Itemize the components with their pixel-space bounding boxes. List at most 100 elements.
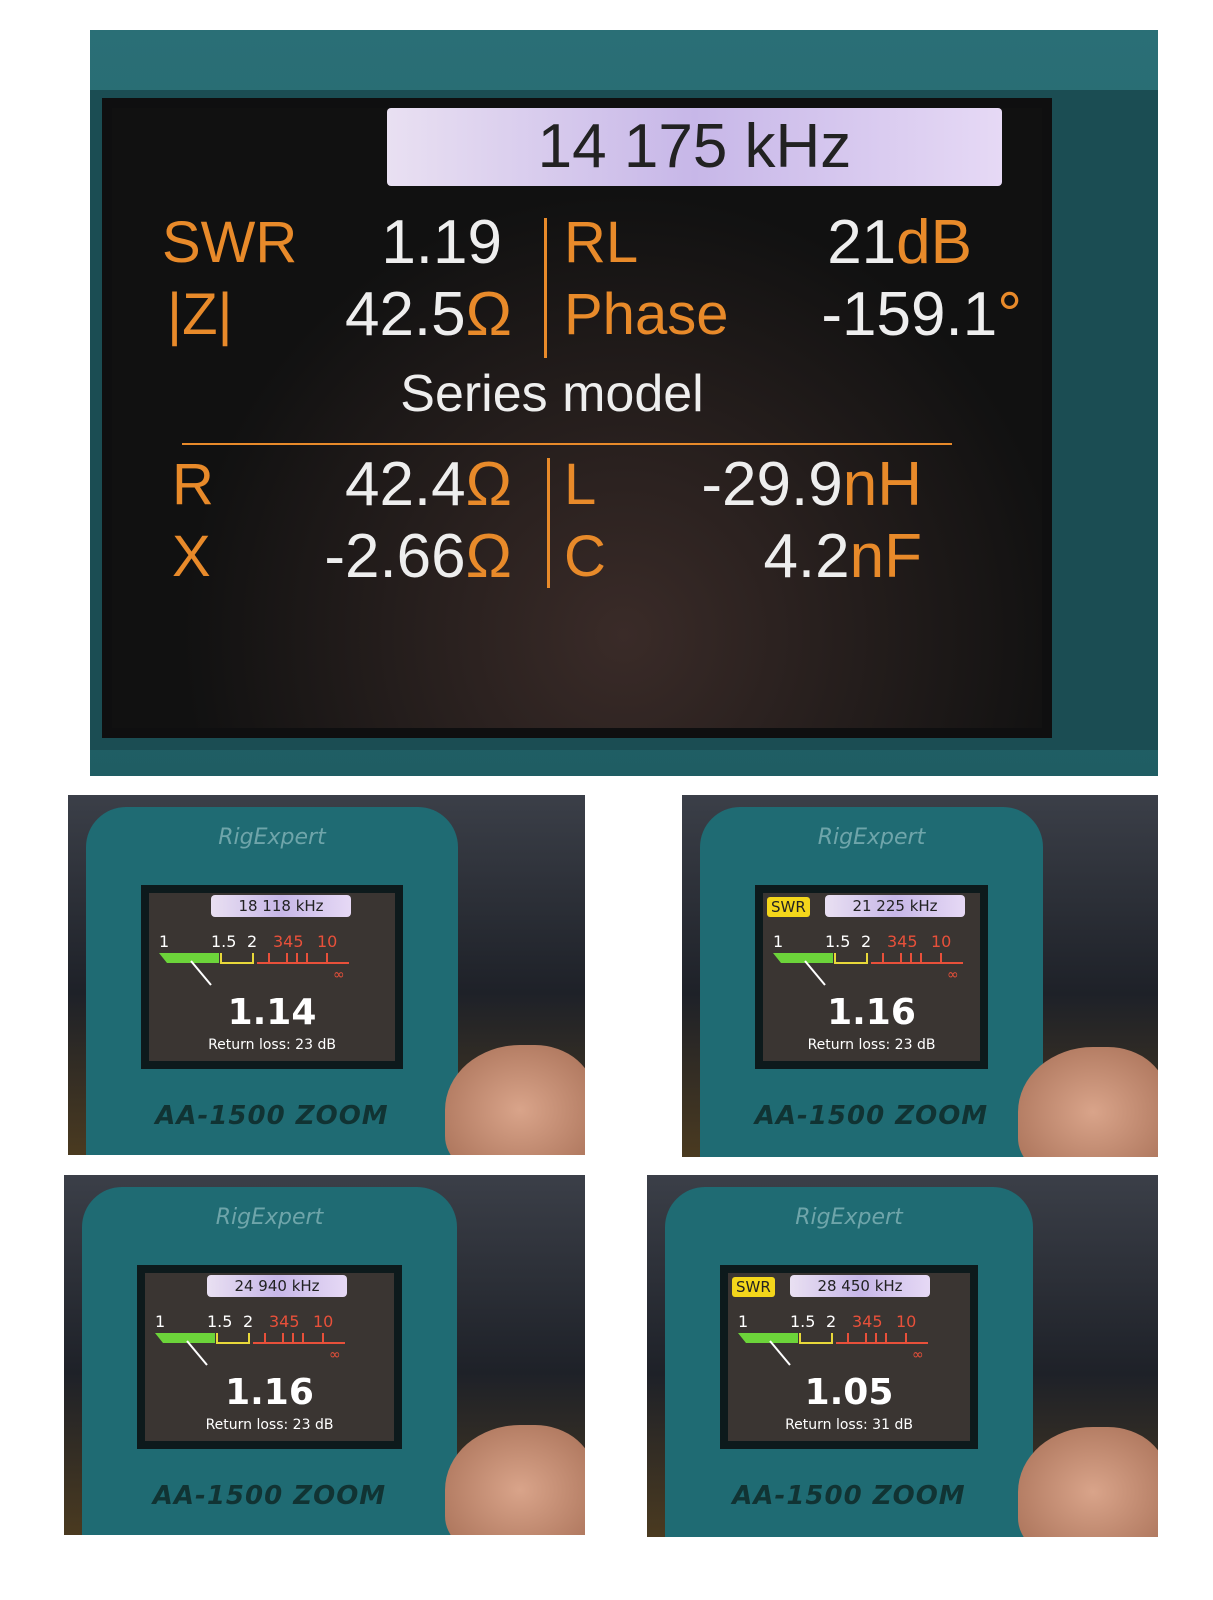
separator	[182, 443, 952, 445]
scale-label-1: 1	[159, 932, 169, 951]
scale-label-1: 1	[738, 1312, 748, 1331]
swr-badge: SWR	[767, 897, 810, 917]
swr-value: 1.05	[804, 1372, 894, 1413]
return-loss: Return loss: 23 dB	[208, 1037, 336, 1053]
scale-label-1: 1	[155, 1312, 165, 1331]
scale-label-10: 10	[317, 932, 337, 951]
divider	[547, 458, 550, 588]
c-unit: nF	[849, 522, 922, 591]
model-name: AA-1500 ZOOM	[732, 1481, 966, 1511]
analyzer-case: RigExpert SWR 28 450 kHz 1 1.5 2 345 10 …	[665, 1187, 1033, 1537]
c-value: 4.2	[763, 522, 850, 591]
rl-label: RL	[564, 210, 639, 275]
thumb	[1018, 1427, 1158, 1537]
scale-label-10: 10	[931, 932, 951, 951]
rl-value: 21	[827, 208, 897, 277]
needle	[769, 1340, 791, 1366]
brand-logo: RigExpert	[817, 825, 926, 850]
analyzer-photo: RigExpert SWR 21 225 kHz 1 1.5 2 345 10 …	[682, 795, 1158, 1157]
yellow-zone	[834, 953, 868, 964]
brand-logo: RigExpert	[215, 1205, 324, 1230]
analyzer-photo: RigExpert SWR 28 450 kHz 1 1.5 2 345 10 …	[647, 1175, 1158, 1537]
thumb	[1018, 1047, 1158, 1157]
z-value: 42.5	[344, 280, 466, 349]
x-unit: Ω	[465, 522, 512, 591]
needle	[804, 960, 826, 986]
scale-label-infinity: ∞	[329, 1347, 341, 1363]
red-zone	[836, 1333, 928, 1344]
analyzer-case: RigExpert 24 940 kHz 1 1.5 2 345 10 ∞ 1.…	[82, 1187, 457, 1535]
main-analyzer-photo: 14 175 kHz SWR 1.19 RL 21dB |Z| 42.5Ω Ph…	[90, 30, 1158, 776]
brand-logo: RigExpert	[795, 1205, 903, 1230]
frequency-bar: 21 225 kHz	[825, 895, 965, 917]
green-zone	[155, 1333, 215, 1343]
l-value: -29.9	[701, 450, 843, 519]
phase-value: -159.1	[821, 280, 998, 349]
swr-value: 1.19	[381, 208, 502, 277]
frequency-bar: 24 940 kHz	[207, 1275, 347, 1297]
red-zone	[871, 953, 963, 964]
red-zone	[253, 1333, 345, 1344]
divider	[544, 218, 547, 358]
return-loss: Return loss: 31 dB	[785, 1417, 913, 1433]
return-loss: Return loss: 23 dB	[205, 1417, 334, 1433]
phase-label: Phase	[564, 282, 729, 347]
swr-label: SWR	[162, 210, 298, 275]
return-loss: Return loss: 23 dB	[807, 1037, 936, 1053]
r-value: 42.4	[344, 450, 466, 519]
scale-label-2: 2	[826, 1312, 836, 1331]
l-unit: nH	[842, 450, 922, 519]
model-name: AA-1500 ZOOM	[152, 1481, 387, 1511]
phase-unit: °	[997, 280, 1022, 349]
scale-label-infinity: ∞	[333, 967, 345, 983]
yellow-zone	[216, 1333, 250, 1344]
model-name: AA-1500 ZOOM	[754, 1101, 989, 1131]
scale-label-10: 10	[896, 1312, 916, 1331]
brand-logo: RigExpert	[218, 825, 326, 850]
analyzer-photo: RigExpert 18 118 kHz 1 1.5 2 345 10 ∞ 1.…	[68, 795, 585, 1155]
lcd-screen: SWR 21 225 kHz 1 1.5 2 345 10 ∞ 1.16 Ret…	[755, 885, 988, 1069]
lcd-screen: 18 118 kHz 1 1.5 2 345 10 ∞ 1.14 Return …	[141, 885, 403, 1069]
frequency-bar: 28 450 kHz	[790, 1275, 930, 1297]
yellow-zone	[220, 953, 254, 964]
scale-label-345: 345	[852, 1312, 883, 1331]
model-title: Series model	[400, 365, 704, 423]
scale-label-infinity: ∞	[947, 967, 959, 983]
yellow-zone	[799, 1333, 833, 1344]
scale-label-1-5: 1.5	[207, 1312, 232, 1331]
swr-meter-scale: 1 1.5 2 345 10 ∞	[155, 1312, 345, 1366]
z-label: |Z|	[167, 282, 233, 347]
swr-value: 1.16	[827, 992, 916, 1033]
r-label: R	[172, 452, 214, 517]
green-zone	[159, 953, 219, 963]
lcd-screen: SWR 28 450 kHz 1 1.5 2 345 10 ∞ 1.05 Ret…	[720, 1265, 978, 1449]
z-unit: Ω	[465, 280, 512, 349]
scale-label-2: 2	[861, 932, 871, 951]
swr-value: 1.14	[227, 992, 317, 1033]
scale-label-1-5: 1.5	[211, 932, 236, 951]
scale-label-1-5: 1.5	[790, 1312, 815, 1331]
scale-label-1: 1	[773, 932, 783, 951]
thumb	[445, 1045, 585, 1155]
red-zone	[257, 953, 349, 964]
scale-label-1-5: 1.5	[825, 932, 850, 951]
swr-badge: SWR	[732, 1277, 775, 1297]
scale-label-2: 2	[247, 932, 257, 951]
analyzer-photo: RigExpert 24 940 kHz 1 1.5 2 345 10 ∞ 1.…	[64, 1175, 585, 1535]
c-label: C	[564, 524, 606, 589]
r-unit: Ω	[465, 450, 512, 519]
analyzer-case: RigExpert SWR 21 225 kHz 1 1.5 2 345 10 …	[700, 807, 1043, 1157]
needle	[186, 1340, 208, 1366]
lcd-screen: 24 940 kHz 1 1.5 2 345 10 ∞ 1.16 Return …	[137, 1265, 402, 1449]
frequency-bar: 14 175 kHz	[387, 108, 1002, 186]
swr-meter-scale: 1 1.5 2 345 10 ∞	[159, 932, 349, 986]
rl-unit: dB	[896, 208, 972, 277]
model-name: AA-1500 ZOOM	[155, 1101, 389, 1131]
analyzer-screen: 14 175 kHz SWR 1.19 RL 21dB |Z| 42.5Ω Ph…	[102, 98, 1052, 738]
thumb	[445, 1425, 585, 1535]
scale-label-10: 10	[313, 1312, 333, 1331]
scale-label-345: 345	[273, 932, 304, 951]
scale-label-2: 2	[243, 1312, 253, 1331]
analyzer-case: RigExpert 18 118 kHz 1 1.5 2 345 10 ∞ 1.…	[86, 807, 458, 1155]
green-zone	[773, 953, 833, 963]
